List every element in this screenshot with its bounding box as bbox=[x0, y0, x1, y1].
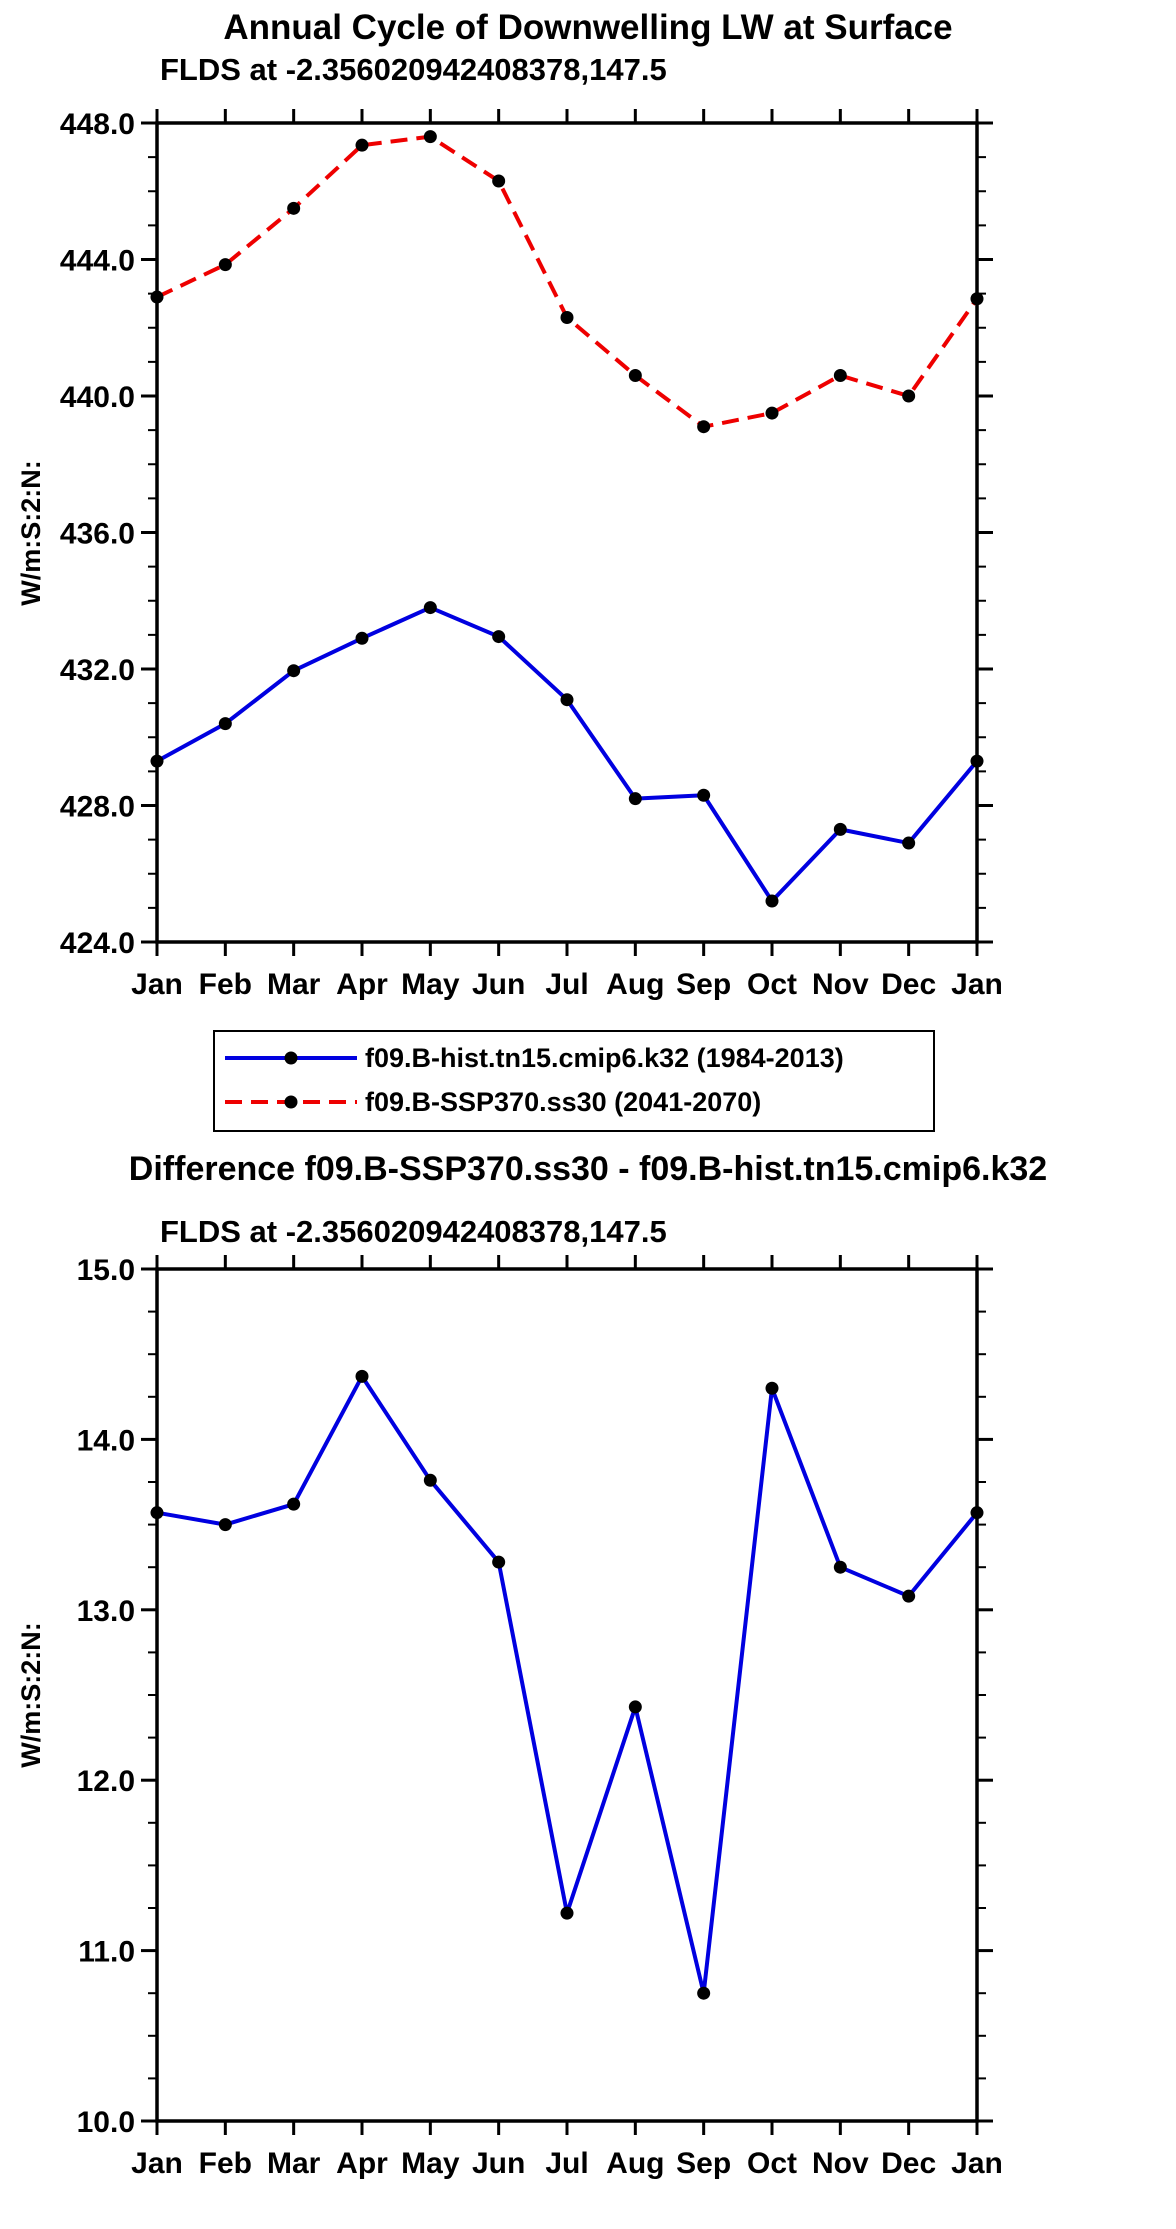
data-point-marker bbox=[492, 630, 506, 644]
data-point-marker bbox=[902, 389, 916, 403]
x-tick-label: Jun bbox=[472, 968, 525, 1001]
data-point-marker bbox=[150, 754, 164, 768]
data-point-marker bbox=[902, 1589, 916, 1603]
data-point-marker bbox=[765, 894, 779, 908]
x-tick-label: Jan bbox=[131, 968, 183, 1001]
y-tick-label: 14.0 bbox=[77, 1424, 135, 1457]
legend-marker bbox=[284, 1051, 298, 1065]
data-point-marker bbox=[970, 754, 984, 768]
data-point-marker bbox=[902, 836, 916, 850]
y-tick-label: 440.0 bbox=[60, 381, 135, 414]
data-point-marker bbox=[287, 201, 301, 215]
data-point-marker bbox=[628, 369, 642, 383]
data-point-marker bbox=[697, 788, 711, 802]
x-tick-label: Nov bbox=[812, 2147, 869, 2180]
y-tick-label: 432.0 bbox=[60, 654, 135, 687]
x-tick-label: Mar bbox=[267, 2147, 321, 2180]
x-tick-label: Aug bbox=[606, 968, 664, 1001]
legend-label-historical: f09.B-hist.tn15.cmip6.k32 (1984-2013) bbox=[365, 1042, 844, 1073]
x-tick-label: May bbox=[401, 2147, 460, 2180]
data-point-marker bbox=[218, 1518, 232, 1532]
data-point-marker bbox=[355, 1369, 369, 1383]
diff-chart-subtitle: FLDS at -2.356020942408378,147.5 bbox=[160, 1214, 667, 1249]
legend-item-historical: f09.B-hist.tn15.cmip6.k32 (1984-2013) bbox=[215, 1036, 933, 1080]
data-point-marker bbox=[560, 311, 574, 325]
ssp370-line-sample-icon bbox=[225, 1095, 357, 1109]
y-tick-label: 444.0 bbox=[60, 245, 135, 278]
data-point-marker bbox=[833, 1560, 847, 1574]
plot-frame bbox=[155, 1267, 979, 2123]
data-point-marker bbox=[560, 693, 574, 707]
data-point-marker bbox=[765, 1381, 779, 1395]
x-tick-label: Apr bbox=[336, 968, 388, 1001]
x-tick-label: Oct bbox=[747, 968, 797, 1001]
data-point-marker bbox=[697, 1986, 711, 2000]
data-point-marker bbox=[287, 664, 301, 678]
y-tick-label: 424.0 bbox=[60, 927, 135, 960]
x-tick-label: Aug bbox=[606, 2147, 664, 2180]
x-tick-label: Jun bbox=[472, 2147, 525, 2180]
x-tick-label: Jul bbox=[545, 2147, 588, 2180]
chart-legend: f09.B-hist.tn15.cmip6.k32 (1984-2013) f0… bbox=[213, 1030, 935, 1132]
x-tick-label: Oct bbox=[747, 2147, 797, 2180]
data-point-marker bbox=[970, 292, 984, 306]
data-point-marker bbox=[628, 1700, 642, 1714]
x-tick-label: Jul bbox=[545, 968, 588, 1001]
x-tick-label: Mar bbox=[267, 968, 321, 1001]
data-point-marker bbox=[423, 601, 437, 615]
x-tick-label: Sep bbox=[676, 2147, 731, 2180]
data-point-marker bbox=[492, 174, 506, 188]
x-tick-label: Jan bbox=[131, 2147, 183, 2180]
x-tick-label: Dec bbox=[881, 968, 936, 1001]
y-tick-label: 428.0 bbox=[60, 791, 135, 824]
x-tick-label: Feb bbox=[199, 2147, 252, 2180]
data-point-marker bbox=[560, 1906, 574, 1920]
y-tick-label: 448.0 bbox=[60, 108, 135, 141]
legend-label-ssp370: f09.B-SSP370.ss30 (2041-2070) bbox=[365, 1086, 762, 1117]
x-tick-label: Dec bbox=[881, 2147, 936, 2180]
y-tick-label: 10.0 bbox=[77, 2106, 135, 2139]
x-tick-label: Apr bbox=[336, 2147, 388, 2180]
x-tick-label: Nov bbox=[812, 968, 869, 1001]
plot-frame bbox=[155, 121, 979, 944]
y-tick-label: 11.0 bbox=[78, 1936, 135, 1969]
data-point-marker bbox=[355, 138, 369, 152]
series-line-solid bbox=[156, 605, 979, 904]
y-tick-label: 13.0 bbox=[77, 1595, 135, 1628]
data-point-marker bbox=[423, 130, 437, 144]
x-tick-label: Sep bbox=[676, 968, 731, 1001]
y-tick-label: 15.0 bbox=[77, 1255, 135, 1287]
data-point-marker bbox=[765, 406, 779, 420]
x-tick-label: Feb bbox=[199, 968, 252, 1001]
legend-item-ssp370: f09.B-SSP370.ss30 (2041-2070) bbox=[215, 1080, 933, 1124]
top-chart-canvas: 424.0 428.0 432.0 436.0 440.0 444.0 448.0 Jan Fe… bbox=[60, 108, 1003, 1001]
legend-marker bbox=[284, 1095, 298, 1109]
x-tick-label: Jan bbox=[951, 968, 1003, 1001]
y-tick-label: 12.0 bbox=[77, 1765, 135, 1798]
data-point-marker bbox=[970, 1506, 984, 1520]
data-point-marker bbox=[355, 631, 369, 645]
series-line-solid bbox=[156, 1374, 979, 1996]
data-point-marker bbox=[833, 822, 847, 836]
data-point-marker bbox=[628, 792, 642, 806]
data-point-marker bbox=[218, 717, 232, 731]
historical-line-sample-icon bbox=[225, 1051, 357, 1065]
top-chart-subtitle: FLDS at -2.356020942408378,147.5 bbox=[160, 52, 667, 87]
data-point-marker bbox=[218, 258, 232, 272]
diff-chart-canvas: 10.0 11.0 12.0 13.0 14.0 15.0 Jan Feb Mar Apr May J… bbox=[77, 1255, 1003, 2180]
x-tick-label: May bbox=[401, 968, 460, 1001]
data-point-marker bbox=[287, 1497, 301, 1511]
x-tick-label: Jan bbox=[951, 2147, 1003, 2180]
data-point-marker bbox=[492, 1555, 506, 1569]
data-point-marker bbox=[697, 420, 711, 434]
diff-chart-title: Difference f09.B-SSP370.ss30 - f09.B-his… bbox=[128, 1150, 1048, 1188]
data-point-marker bbox=[150, 1506, 164, 1520]
top-chart-title: Annual Cycle of Downwelling LW at Surfac… bbox=[223, 8, 953, 47]
series-line-dashed bbox=[156, 134, 979, 429]
data-point-marker bbox=[833, 369, 847, 383]
y-tick-label: 436.0 bbox=[60, 518, 135, 551]
data-point-marker bbox=[150, 290, 164, 304]
data-point-marker bbox=[423, 1473, 437, 1487]
